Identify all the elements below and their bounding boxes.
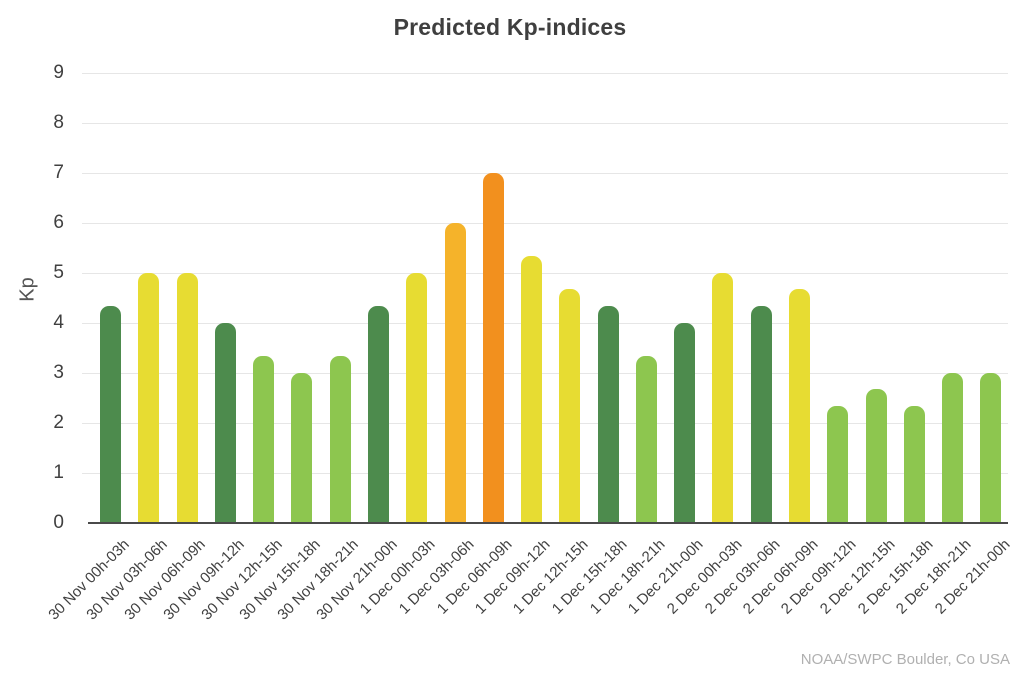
bar-1-dec-09h-12h — [521, 256, 543, 523]
attribution-text: NOAA/SWPC Boulder, Co USA — [800, 651, 1010, 668]
gridline-kp-7 — [82, 173, 1008, 174]
bar-1-dec-06h-09h — [482, 173, 504, 523]
bar-1-dec-18h-21h — [635, 356, 657, 523]
bar-2-dec-06h-09h — [789, 289, 811, 523]
y-tick-label-4: 4 — [53, 312, 64, 333]
chart-title: Predicted Kp-indices — [393, 14, 627, 40]
bar-30-nov-12h-15h — [253, 356, 275, 523]
bar-30-nov-06h-09h — [176, 273, 198, 523]
bar-1-dec-15h-18h — [597, 306, 619, 523]
bar-2-dec-15h-18h — [903, 406, 925, 523]
gridline-kp-2 — [82, 423, 1008, 424]
y-tick-label-5: 5 — [53, 262, 64, 283]
gridline-kp-9 — [82, 73, 1008, 74]
bar-1-dec-12h-15h — [559, 289, 581, 523]
bar-2-dec-21h-00h — [980, 373, 1002, 523]
y-tick-label-1: 1 — [53, 462, 64, 483]
bar-2-dec-09h-12h — [827, 406, 849, 523]
gridline-kp-1 — [82, 473, 1008, 474]
y-tick-label-2: 2 — [53, 412, 64, 433]
gridline-kp-5 — [82, 273, 1008, 274]
bar-1-dec-00h-03h — [406, 273, 428, 523]
y-tick-label-6: 6 — [53, 212, 64, 233]
gridline-kp-4 — [82, 323, 1008, 324]
bar-30-nov-15h-18h — [291, 373, 313, 523]
y-tick-label-8: 8 — [53, 112, 64, 133]
gridline-kp-8 — [82, 123, 1008, 124]
bar-2-dec-03h-06h — [750, 306, 772, 523]
gridline-kp-3 — [82, 373, 1008, 374]
bar-30-nov-00h-03h — [100, 306, 121, 523]
bar-30-nov-21h-00h — [367, 306, 389, 523]
bar-2-dec-12h-15h — [865, 389, 887, 523]
x-axis-line — [88, 522, 1008, 524]
bar-1-dec-03h-06h — [444, 223, 466, 523]
bar-2-dec-18h-21h — [942, 373, 964, 523]
bar-1-dec-21h-00h — [674, 323, 696, 523]
bar-30-nov-09h-12h — [214, 323, 236, 523]
y-tick-label-9: 9 — [53, 62, 64, 83]
y-tick-label-7: 7 — [53, 162, 64, 183]
bar-30-nov-18h-21h — [329, 356, 351, 523]
bar-30-nov-03h-06h — [138, 273, 160, 523]
bar-2-dec-00h-03h — [712, 273, 734, 523]
y-tick-label-0: 0 — [53, 512, 64, 533]
y-tick-label-3: 3 — [53, 362, 64, 383]
gridline-kp-6 — [82, 223, 1008, 224]
